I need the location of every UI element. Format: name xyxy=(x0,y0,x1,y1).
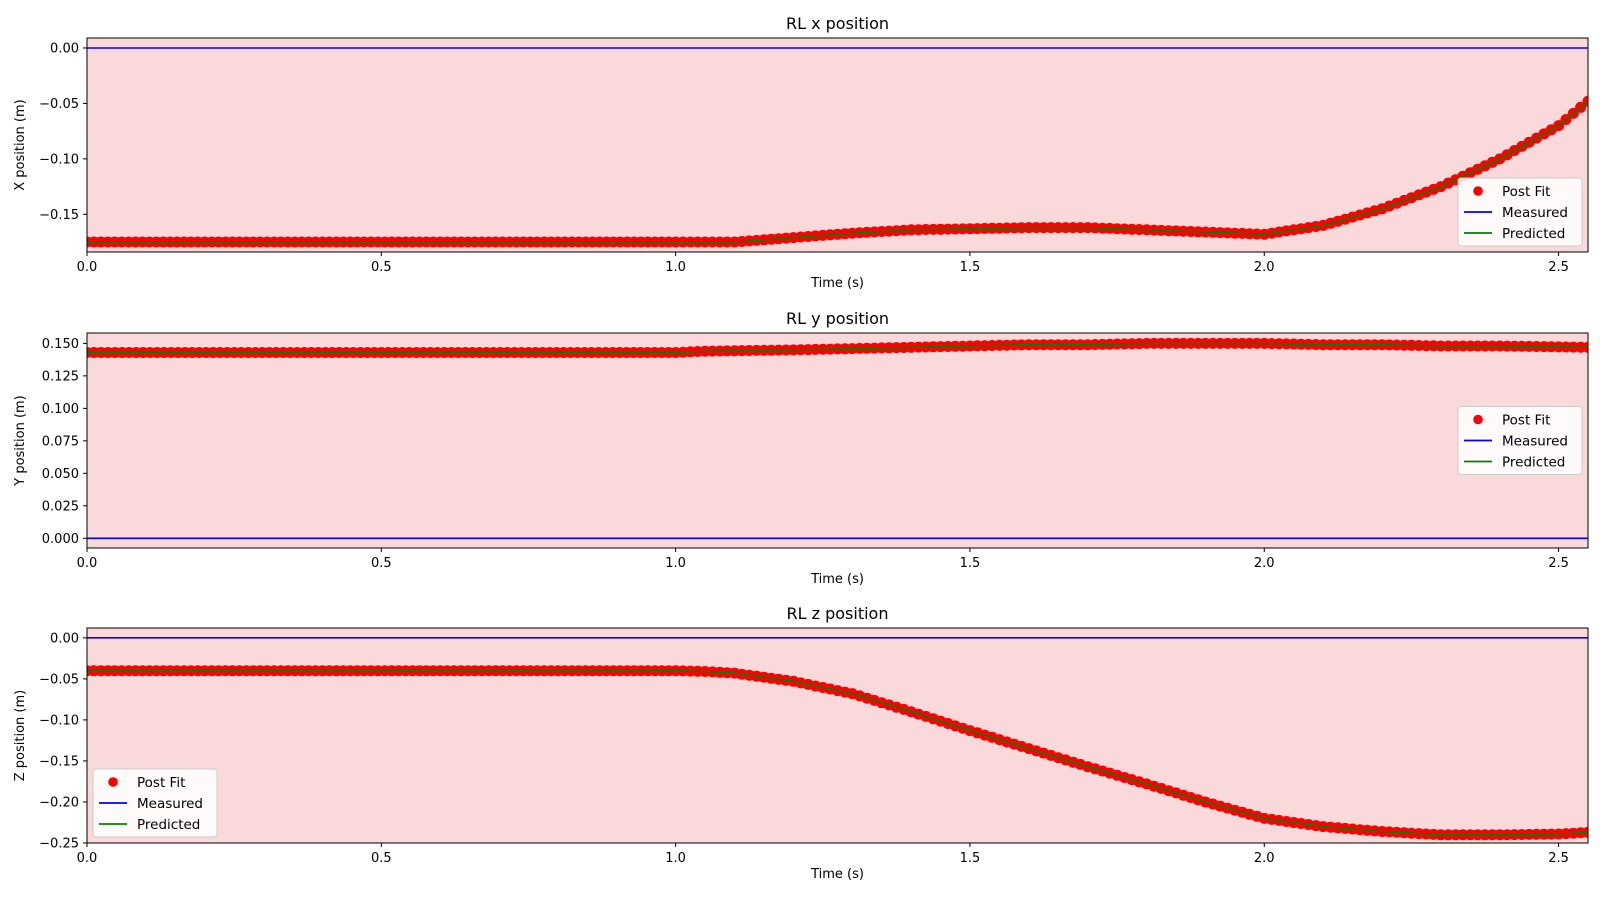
y-tick-label: 0.000 xyxy=(42,532,79,547)
x-tick-label: 0.0 xyxy=(77,851,98,866)
y-tick-label: 0.125 xyxy=(42,369,79,384)
subplot-title: RL y position xyxy=(786,309,889,328)
x-tick-label: 0.5 xyxy=(371,260,392,275)
y-tick-label: −0.20 xyxy=(39,795,79,810)
y-axis-label: Y position (m) xyxy=(13,395,28,487)
x-tick-label: 0.0 xyxy=(77,556,98,571)
subplot-3: 0.0 0.5 1.0 1.5 2.0 2.5 0.00 −0.05 −0.10 −0.15 −0.… xyxy=(13,604,1589,882)
x-tick-label: 2.5 xyxy=(1548,851,1569,866)
x-tick-label: 1.0 xyxy=(665,556,686,571)
y-axis-label: Z position (m) xyxy=(13,690,28,781)
data-layer xyxy=(87,337,1588,540)
data-layer xyxy=(87,636,1588,841)
legend-label: Post Fit xyxy=(137,775,185,791)
x-tick-label: 2.5 xyxy=(1548,556,1569,571)
subplot-title: RL x position xyxy=(786,14,889,33)
y-tick-label: −0.05 xyxy=(39,672,79,687)
legend-marker-post-fit xyxy=(108,777,118,787)
x-tick-label: 0.5 xyxy=(371,851,392,866)
y-tick-label: 0.00 xyxy=(50,41,79,56)
y-tick-label: −0.05 xyxy=(39,97,79,112)
legend-label: Post Fit xyxy=(1502,413,1550,429)
y-axis-label: X position (m) xyxy=(13,99,28,190)
y-tick-label: −0.10 xyxy=(39,152,79,167)
legend-label: Measured xyxy=(1502,434,1568,450)
y-tick-label: 0.025 xyxy=(42,499,79,514)
y-tick-label: −0.25 xyxy=(39,837,79,852)
x-tick-label: 2.0 xyxy=(1254,556,1275,571)
predicted-line xyxy=(87,100,1588,243)
x-axis-label: Time (s) xyxy=(810,276,864,291)
data-layer xyxy=(87,47,1588,248)
y-tick-label: 0.150 xyxy=(42,337,79,352)
x-tick-label: 0.5 xyxy=(371,556,392,571)
legend-label: Predicted xyxy=(137,817,200,833)
subplot-1: 0.0 0.5 1.0 1.5 2.0 2.5 0.00 −0.05 −0.10 −0.15 RL … xyxy=(13,14,1589,291)
legend-label: Post Fit xyxy=(1502,184,1550,200)
y-tick-label: −0.15 xyxy=(39,208,79,223)
x-tick-label: 2.0 xyxy=(1254,260,1275,275)
x-axis-label: Time (s) xyxy=(810,867,864,882)
subplot-title: RL z position xyxy=(787,604,889,623)
post-fit-markers xyxy=(87,665,1588,841)
plot-area xyxy=(87,628,1588,843)
x-tick-label: 1.5 xyxy=(960,851,981,866)
legend-box xyxy=(92,768,218,838)
x-tick-label: 2.5 xyxy=(1548,260,1569,275)
x-tick-label: 1.0 xyxy=(665,260,686,275)
x-tick-label: 2.0 xyxy=(1254,851,1275,866)
x-tick-label: 0.0 xyxy=(77,260,98,275)
subplot-2: 0.0 0.5 1.0 1.5 2.0 2.5 0.000 0.025 0.050 0.075 0.… xyxy=(13,309,1589,587)
legend: Post Fit Measured Predicted xyxy=(92,768,218,838)
axes-frame xyxy=(86,627,1589,844)
y-tick-label: −0.15 xyxy=(39,754,79,769)
predicted-line xyxy=(87,669,1588,836)
y-tick-label: 0.050 xyxy=(42,467,79,482)
plot-area xyxy=(87,333,1588,548)
legend-label: Predicted xyxy=(1502,226,1565,242)
x-tick-label: 1.5 xyxy=(960,260,981,275)
x-tick-label: 1.5 xyxy=(960,556,981,571)
legend-marker-post-fit xyxy=(1473,414,1483,425)
x-axis-label: Time (s) xyxy=(810,572,864,587)
x-tick-label: 1.0 xyxy=(665,851,686,866)
legend-label: Measured xyxy=(137,796,203,812)
predicted-line xyxy=(87,342,1588,354)
legend: Post Fit Measured Predicted xyxy=(1457,406,1583,475)
y-tick-label: 0.00 xyxy=(50,631,79,646)
y-tick-label: 0.100 xyxy=(42,402,79,417)
legend-box xyxy=(1457,406,1583,475)
plot-area xyxy=(87,38,1588,252)
y-tick-label: 0.075 xyxy=(42,434,79,449)
legend-marker-post-fit xyxy=(1473,186,1483,196)
legend-label: Predicted xyxy=(1502,455,1565,471)
y-tick-label: −0.10 xyxy=(39,713,79,728)
legend: Post Fit Measured Predicted xyxy=(1457,177,1583,247)
legend-box xyxy=(1457,177,1583,247)
legend-label: Measured xyxy=(1502,205,1568,221)
axes-frame xyxy=(86,37,1589,253)
